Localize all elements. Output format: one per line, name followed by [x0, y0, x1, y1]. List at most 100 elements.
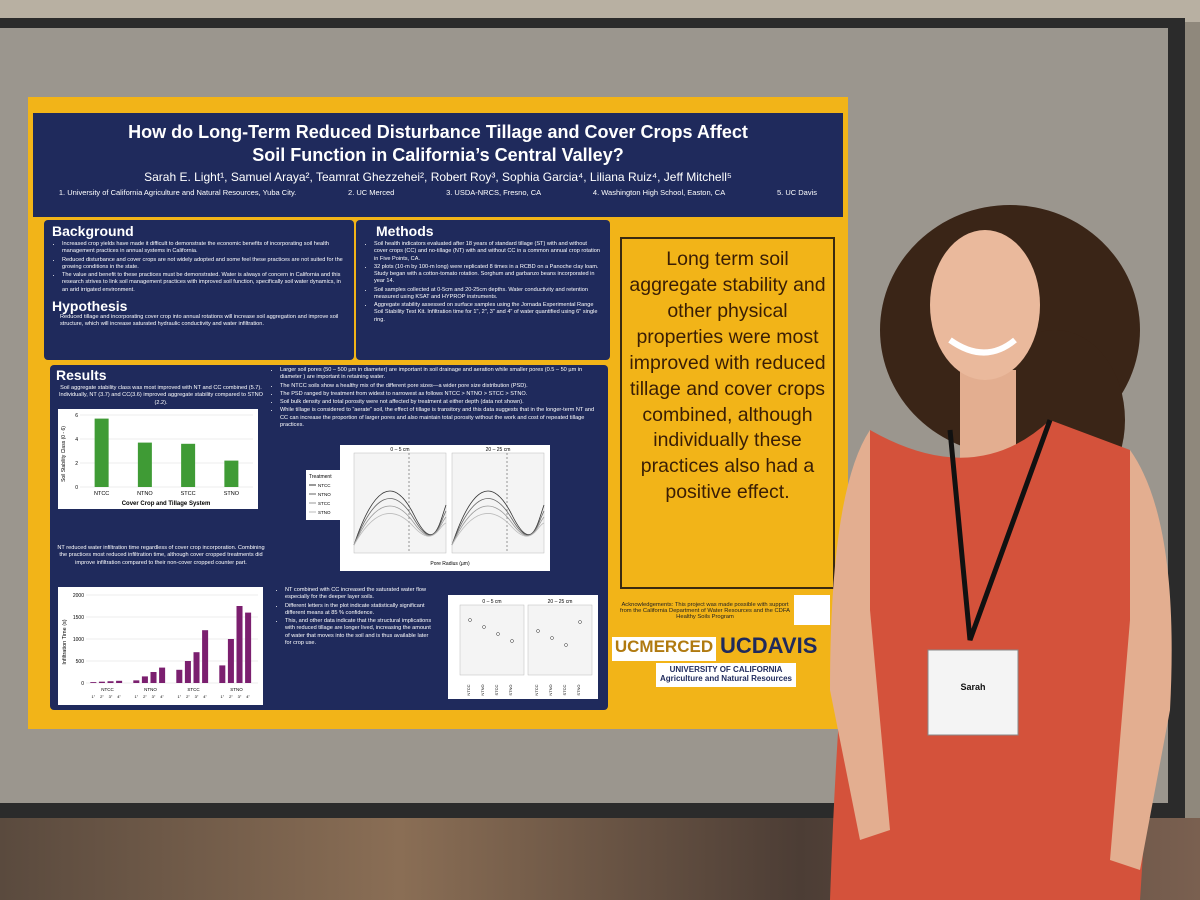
point — [482, 625, 486, 629]
facet — [459, 604, 525, 676]
facet-label: 20 – 25 cm — [548, 599, 573, 605]
bar — [116, 680, 123, 683]
x-tick-label: NTCC — [101, 687, 114, 692]
y-tick-label: 0 — [81, 681, 84, 687]
background-panel: Background Increased crop yields have ma… — [44, 220, 354, 360]
acknowledgements: Acknowledgements: This project was made … — [620, 602, 790, 620]
badge-name: Sarah — [960, 682, 985, 692]
x-tick-label: NTCC — [466, 684, 471, 695]
x-sub-label: 2" — [229, 694, 233, 699]
x-tick-label: NTNO — [137, 491, 153, 497]
infiltration-chart: 0 500 1000 1500 2000 Infiltration Time (s) 1" 2… — [58, 587, 263, 705]
title-line: Soil Function in California’s Central Va… — [252, 144, 624, 165]
bullet: Soil health indicators evaluated after 1… — [374, 241, 602, 263]
affiliation: 3. USDA-NRCS, Fresno, CA — [446, 188, 542, 197]
x-tick-label: STCC — [181, 491, 196, 497]
bullet: Soil samples collected at 0-5cm and 20-2… — [374, 287, 602, 302]
y-tick-label: 2000 — [73, 593, 84, 599]
curve — [353, 505, 447, 546]
bullet: Different letters in the plot indicate s… — [285, 603, 435, 618]
methods-panel: Methods Soil health indicators evaluated… — [356, 220, 610, 360]
curve — [451, 513, 545, 546]
y-axis-label: Soil Stability Class (0 - 6) — [61, 426, 67, 482]
logo-text: UCMERCED — [612, 637, 716, 661]
legend-title: Treatment — [309, 474, 332, 480]
x-tick-label: NTNO — [144, 687, 157, 692]
legend: Treatment NTCC NTNO STCC STNO — [306, 470, 340, 520]
bar — [227, 639, 234, 683]
y-tick-label: 6 — [75, 413, 78, 419]
bullet: This, and other data indicate that the s… — [285, 618, 435, 647]
x-sub-label: 2" — [100, 694, 104, 699]
x-tick-label: NTNO — [480, 684, 485, 695]
affiliation: 4. Washington High School, Easton, CA — [592, 188, 726, 197]
point — [578, 620, 582, 624]
x-sub-label: 4" — [203, 694, 207, 699]
x-tick-label: STNO — [224, 491, 240, 497]
aggregate-chart: 0 2 4 6 Soil Stability Class (0 - 6) Cover Cr… — [58, 409, 258, 509]
title-line: How do Long-Term Reduced Disturbance Til… — [128, 122, 748, 142]
x-sub-label: 2" — [186, 694, 190, 699]
heading: Hypothesis — [52, 297, 128, 314]
bullet: The PSD ranged by treatment from widest … — [280, 391, 600, 398]
bar — [98, 681, 105, 683]
bar — [94, 418, 109, 487]
legend-label: NTCC — [318, 483, 331, 488]
y-tick-label: 500 — [76, 659, 85, 665]
bullet: Soil bulk density and total porosity wer… — [280, 399, 600, 406]
heading: Results — [56, 367, 107, 383]
bullet: The NTCC soils show a healthy mix of the… — [280, 383, 600, 390]
x-tick-label: STCC — [494, 684, 499, 695]
bar — [193, 652, 200, 683]
point — [510, 639, 514, 643]
facet — [353, 452, 447, 554]
x-axis-label: Cover Crop and Tillage System — [122, 501, 211, 507]
x-sub-label: 3" — [152, 694, 156, 699]
x-sub-label: 2" — [143, 694, 147, 699]
curve — [353, 498, 447, 546]
bar — [219, 665, 226, 683]
legend-label: NTNO — [318, 492, 331, 497]
title: How do Long-Term Reduced Disturbance Til… — [33, 121, 843, 166]
neck — [960, 370, 1016, 460]
logo-text: UCDAVIS — [720, 633, 818, 658]
bar — [141, 676, 148, 683]
bar — [202, 630, 209, 683]
poster: How do Long-Term Reduced Disturbance Til… — [28, 97, 848, 729]
curve — [451, 505, 545, 546]
point — [468, 618, 472, 622]
x-sub-label: 1" — [134, 694, 138, 699]
x-sub-label: 4" — [117, 694, 121, 699]
bar — [133, 680, 140, 683]
lanyard — [947, 419, 1053, 641]
bullet: Increased crop yields have made it diffi… — [62, 241, 346, 256]
header: How do Long-Term Reduced Disturbance Til… — [33, 113, 843, 217]
arm — [1110, 450, 1172, 870]
bar — [184, 661, 191, 683]
affiliation: 1. University of California Agriculture … — [58, 188, 297, 197]
text: Reduced tillage and incorporating cover … — [60, 313, 339, 328]
pore-chart: 0 – 5 cm 20 – 25 cm Pore Radius (µm) — [340, 445, 550, 571]
bar — [181, 443, 196, 487]
x-tick-label: NTNO — [548, 684, 553, 695]
y-tick-label: 2 — [75, 461, 78, 467]
plot-bg — [58, 409, 258, 509]
wall — [0, 0, 1200, 22]
bullet: While tillage is considered to “aerate” … — [280, 407, 600, 429]
ksat-chart: 0 – 5 cm NTCC NTNO STCC STNO 20 – 25 cm NTCC NT… — [448, 595, 598, 699]
face — [930, 230, 1040, 380]
bar — [245, 612, 252, 683]
legend-label: STCC — [318, 501, 331, 506]
x-tick-label: NTCC — [534, 684, 539, 695]
bar — [137, 442, 152, 487]
x-sub-label: 1" — [220, 694, 224, 699]
logo-ucanr: UNIVERSITY OF CALIFORNIA Agriculture and… — [656, 663, 796, 687]
curve — [451, 490, 545, 546]
bar — [150, 672, 157, 683]
facet — [451, 452, 545, 554]
results-panel: Results Soil aggregate stability class w… — [50, 365, 608, 710]
text: Soil aggregate stability class was most … — [58, 385, 264, 406]
x-tick-label: STNO — [576, 684, 581, 695]
bullet: Aggregate stability assessed on surface … — [374, 302, 602, 324]
